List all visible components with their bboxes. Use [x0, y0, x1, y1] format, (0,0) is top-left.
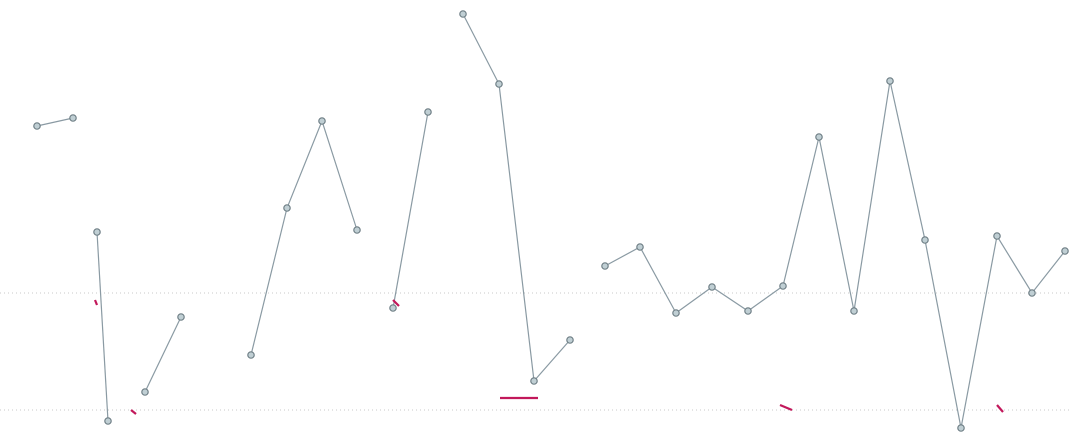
data-point: [177, 313, 185, 321]
series-line-segment: [462, 13, 571, 383]
data-point: [815, 133, 823, 141]
series-line-segment: [392, 111, 429, 309]
data-point: [1028, 289, 1036, 297]
data-point: [459, 10, 467, 18]
accent-mark: [392, 299, 400, 307]
data-point: [1061, 247, 1069, 255]
data-point: [33, 122, 41, 130]
series-line-segment: [250, 119, 358, 356]
accent-mark: [779, 403, 793, 412]
accent-mark: [996, 404, 1004, 413]
data-point: [495, 80, 503, 88]
data-point: [850, 307, 858, 315]
data-point: [93, 228, 101, 236]
series-line-segment: [96, 231, 109, 422]
data-point: [601, 262, 609, 270]
chart-gridlines: [0, 292, 1069, 411]
chart-plot-area: [33, 10, 1069, 432]
data-point: [886, 77, 894, 85]
data-point: [921, 236, 929, 244]
data-point: [283, 204, 291, 212]
data-point: [744, 307, 752, 315]
data-point: [708, 283, 716, 291]
series-line-segment: [604, 80, 1066, 429]
data-point: [389, 304, 397, 312]
data-point: [993, 232, 1001, 240]
data-point: [104, 417, 112, 425]
series-line-segment: [144, 316, 182, 393]
series-line-segment: [36, 117, 74, 127]
data-point: [141, 388, 149, 396]
data-point: [566, 336, 574, 344]
data-point: [957, 424, 965, 432]
data-point: [636, 243, 644, 251]
data-point: [247, 351, 255, 359]
chart-accent-marks: [93, 299, 1004, 415]
data-point: [353, 226, 361, 234]
data-point: [424, 108, 432, 116]
data-point: [672, 309, 680, 317]
accent-mark: [93, 299, 99, 306]
data-point: [779, 282, 787, 290]
accent-mark: [130, 409, 137, 415]
data-point: [318, 117, 326, 125]
data-point: [530, 377, 538, 385]
data-point: [69, 114, 77, 122]
